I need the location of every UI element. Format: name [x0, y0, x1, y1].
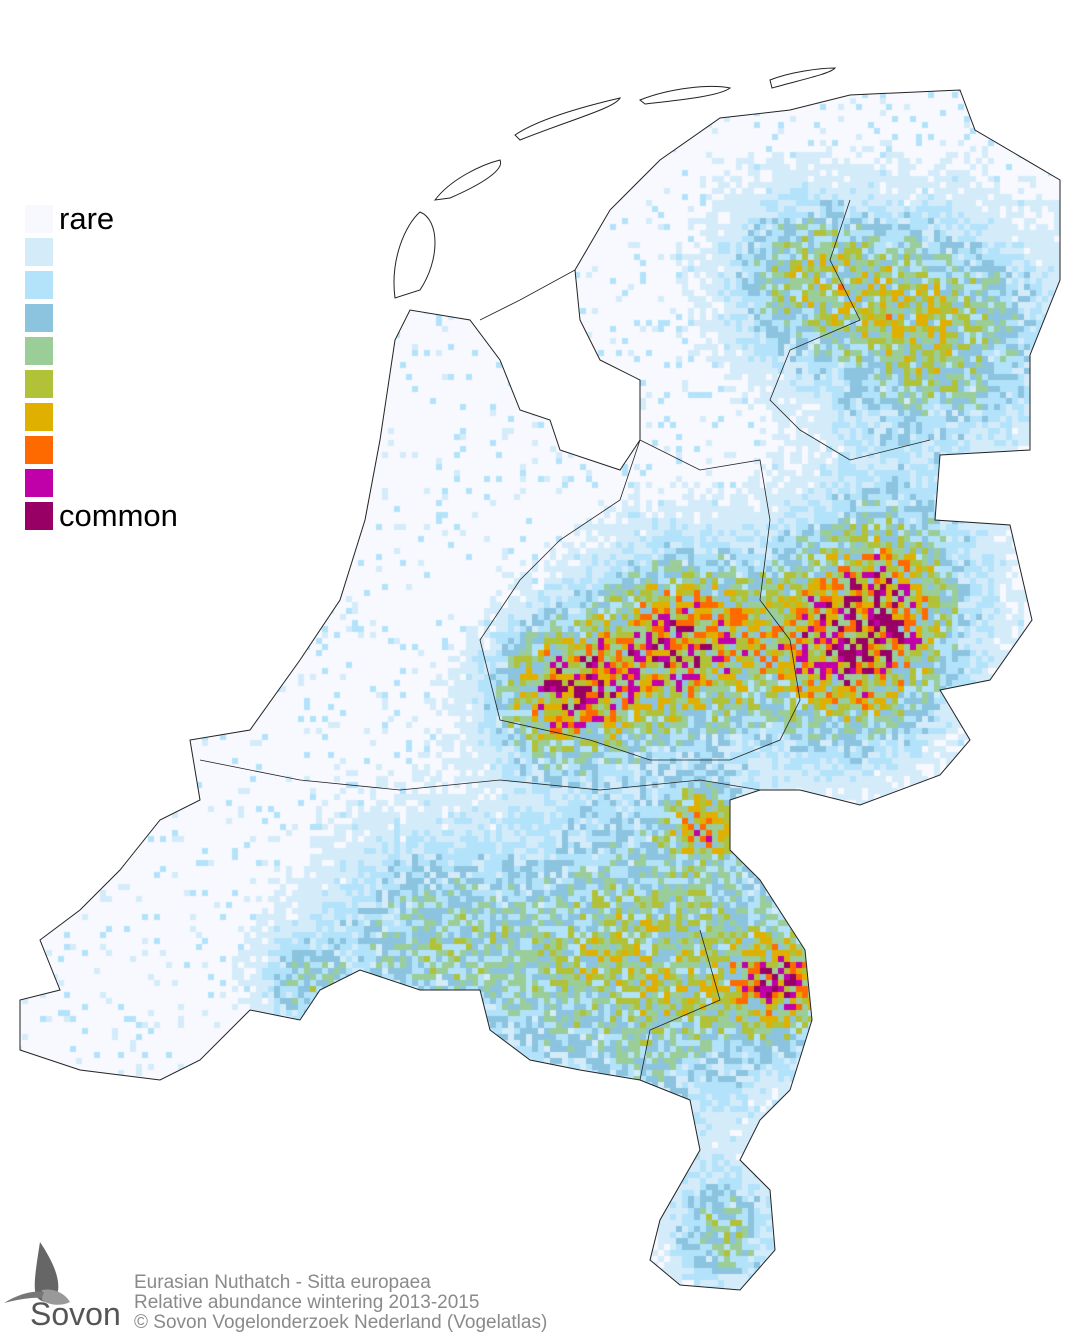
country-border: [19, 89, 1061, 1291]
legend-swatch-10: [25, 502, 53, 530]
province-borders: [199, 199, 931, 1081]
caption: Eurasian Nuthatch - Sitta europaea Relat…: [134, 1273, 547, 1333]
legend-swatch-7: [25, 403, 53, 431]
legend-swatch-5: [25, 337, 53, 365]
legend-swatch-9: [25, 469, 53, 497]
sovon-logo-icon: [4, 1242, 70, 1305]
caption-species: Eurasian Nuthatch - Sitta europaea: [134, 1272, 431, 1293]
caption-subtitle: Relative abundance wintering 2013-2015: [134, 1292, 480, 1313]
logo-text: Sovon: [30, 1296, 121, 1332]
legend-swatch-6: [25, 370, 53, 398]
legend-label-rare: rare: [59, 201, 115, 236]
legend-swatch-8: [25, 436, 53, 464]
legend-label-common: common: [59, 498, 178, 533]
legend-swatch-4: [25, 304, 53, 332]
legend-swatch-3: [25, 271, 53, 299]
legend-swatch-2: [25, 238, 53, 266]
caption-copyright: © Sovon Vogelonderzoek Nederland (Vogela…: [134, 1312, 548, 1333]
wadden-islands: [393, 67, 837, 299]
legend-swatch-1: [25, 205, 53, 233]
